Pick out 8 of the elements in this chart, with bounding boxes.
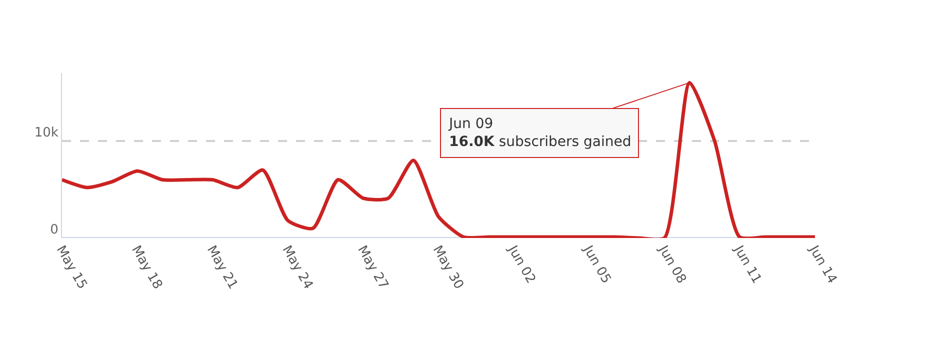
- y-tick-label: 0: [50, 222, 58, 238]
- x-tick-label: Jun 02: [504, 242, 538, 286]
- x-tick-label: Jun 05: [580, 242, 614, 286]
- annotation: Jun 09 16.0K subscribers gained: [448, 116, 632, 150]
- y-tick-label: 10k: [34, 125, 59, 140]
- x-tick-label: Jun 11: [730, 242, 764, 286]
- x-tick-label: Jun 14: [805, 242, 840, 286]
- x-tick-label: Jun 08: [654, 242, 689, 286]
